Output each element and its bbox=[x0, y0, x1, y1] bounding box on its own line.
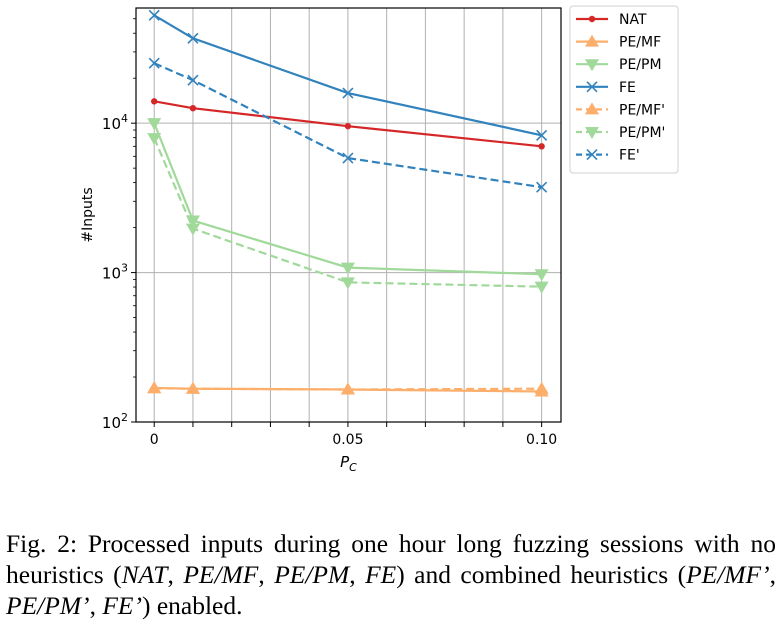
legend-marker bbox=[585, 59, 599, 72]
data-point bbox=[147, 133, 162, 146]
x-axis-label: PC bbox=[340, 453, 357, 474]
y-tick-label: 104 bbox=[102, 112, 128, 133]
legend-marker bbox=[585, 34, 599, 47]
legend-label: PE/PM' bbox=[619, 125, 665, 141]
legend-item: FE bbox=[576, 80, 636, 96]
caption-pepm: PE/PM bbox=[274, 560, 350, 589]
series-pe-mf- bbox=[147, 381, 549, 395]
data-point bbox=[147, 118, 162, 131]
caption-pemf2: PE/MF’ bbox=[686, 560, 770, 589]
legend-item: PE/MF' bbox=[576, 102, 665, 118]
data-point bbox=[189, 104, 197, 112]
legend-label: FE' bbox=[619, 148, 640, 164]
data-point bbox=[344, 122, 352, 130]
caption-sep: , bbox=[349, 560, 366, 589]
x-tick-label: 0 bbox=[150, 432, 159, 448]
caption-fe2: FE’ bbox=[102, 591, 142, 620]
data-point bbox=[340, 262, 355, 275]
data-point bbox=[534, 269, 549, 282]
data-point bbox=[534, 281, 549, 294]
y-axis-label: #Inputs bbox=[80, 187, 96, 242]
plot-frame bbox=[135, 7, 562, 423]
data-point bbox=[342, 87, 354, 99]
legend: NAT PE/MF PE/PM FE PE/MF' PE/PM' FE' bbox=[569, 5, 679, 174]
legend-item: FE' bbox=[576, 148, 640, 164]
line-chart: 102 103 104 0 0.05 0.10 PC #Inputs NAT PE/MF PE/PM… bbox=[80, 5, 679, 474]
series-pe-pm- bbox=[147, 133, 549, 294]
legend-marker bbox=[588, 15, 596, 23]
data-point bbox=[147, 381, 162, 394]
x-tick-label: 0.05 bbox=[332, 432, 363, 448]
data-point bbox=[536, 181, 548, 193]
legend-label: NAT bbox=[619, 12, 647, 28]
caption-text: Fig. 2: Processed inputs during one hour… bbox=[6, 529, 776, 589]
data-point bbox=[536, 129, 548, 141]
caption-pemf: PE/MF bbox=[183, 560, 259, 589]
caption-text: ) enabled. bbox=[141, 591, 243, 620]
figure-caption: Fig. 2: Processed inputs during one hour… bbox=[6, 528, 776, 621]
legend-item: PE/MF bbox=[576, 34, 661, 51]
data-point bbox=[342, 152, 354, 164]
series-fe- bbox=[148, 57, 548, 193]
caption-sep: , bbox=[769, 560, 776, 589]
legend-marker bbox=[586, 81, 598, 93]
caption-fe: FE bbox=[365, 560, 397, 589]
series-nat bbox=[151, 98, 545, 150]
legend-marker bbox=[586, 149, 598, 161]
legend-label: PE/MF' bbox=[619, 102, 665, 118]
series-fe bbox=[148, 9, 548, 141]
data-point bbox=[187, 32, 199, 44]
legend-item: PE/PM bbox=[576, 57, 662, 73]
x-tick-label: 0.10 bbox=[526, 432, 557, 448]
data-point bbox=[538, 143, 545, 150]
data-point bbox=[151, 98, 158, 105]
data-point bbox=[340, 382, 355, 395]
data-point bbox=[185, 223, 200, 236]
series-line bbox=[154, 387, 542, 391]
caption-nat: NAT bbox=[121, 560, 168, 589]
data-point bbox=[185, 381, 200, 394]
series-line bbox=[153, 14, 542, 137]
series-line bbox=[153, 122, 542, 276]
data-point bbox=[148, 57, 160, 69]
legend-label: FE bbox=[619, 80, 636, 96]
data-point bbox=[340, 277, 355, 290]
series-line bbox=[154, 100, 542, 148]
legend-marker bbox=[585, 102, 599, 115]
legend-label: PE/PM bbox=[619, 57, 662, 73]
data-point bbox=[534, 381, 549, 394]
caption-text: ) and combined heuristics ( bbox=[396, 560, 687, 589]
legend-marker bbox=[585, 127, 599, 139]
series-line bbox=[153, 137, 542, 288]
y-tick-label: 102 bbox=[102, 411, 128, 432]
legend-item: PE/PM' bbox=[576, 125, 665, 141]
legend-item: NAT bbox=[576, 12, 647, 28]
legend-label: PE/MF bbox=[619, 35, 661, 51]
data-point bbox=[148, 9, 160, 21]
series-line bbox=[153, 62, 542, 189]
y-tick-label: 103 bbox=[102, 262, 128, 283]
caption-sep: , bbox=[167, 560, 184, 589]
data-point bbox=[187, 74, 199, 86]
caption-sep: , bbox=[258, 560, 275, 589]
caption-sep: , bbox=[89, 591, 103, 620]
caption-pepm2: PE/PM’ bbox=[6, 591, 90, 620]
